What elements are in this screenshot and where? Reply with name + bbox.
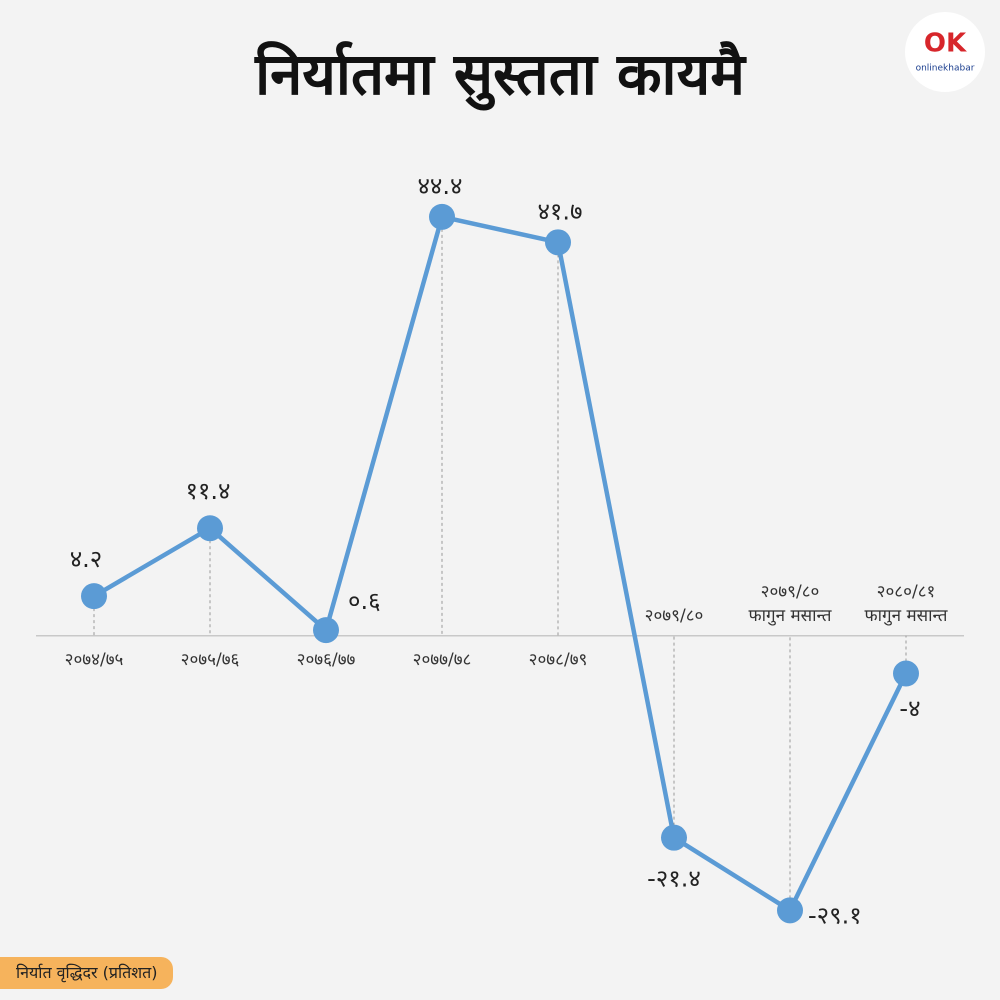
data-point: [777, 897, 803, 924]
data-point: [197, 515, 223, 542]
value-label: ४४.४: [417, 172, 462, 200]
data-point: [81, 583, 107, 610]
data-point: [313, 617, 339, 644]
x-tick-label: २०७८/७९: [528, 649, 588, 670]
x-tick-label: २०७९/८०: [644, 605, 704, 626]
value-label: -२९.१: [808, 901, 862, 929]
data-point: [545, 229, 571, 256]
data-line: [92, 214, 909, 913]
x-tick-label: २०७५/७६: [180, 649, 240, 670]
x-tick-label: २०८०/८१ फागुन मसान्त: [864, 581, 948, 626]
value-label: ४१.७: [537, 197, 582, 225]
logo-brand: onlinekhabar: [916, 64, 975, 74]
x-tick-label: २०७६/७७: [296, 649, 356, 670]
data-point: [661, 824, 687, 851]
x-tick-label: २०७४/७५: [64, 649, 124, 670]
value-label: -२१.४: [647, 865, 701, 893]
footer-badge: निर्यात वृद्धिदर (प्रतिशत): [0, 957, 174, 989]
value-label: ०.६: [348, 587, 381, 615]
x-tick-label: २०७९/८० फागुन मसान्त: [748, 581, 832, 626]
value-label: ४.२: [70, 545, 103, 573]
logo: OK onlinekhabar: [905, 12, 985, 92]
chart-title: निर्यातमा सुस्तता कायमै: [254, 40, 747, 111]
value-label: ११.४: [185, 477, 230, 505]
logo-mark: OK: [924, 29, 967, 59]
data-point: [893, 660, 919, 687]
data-point: [429, 203, 455, 230]
value-label: -४: [899, 695, 920, 723]
logo-circle: [905, 12, 985, 92]
x-tick-label: २०७७/७८: [412, 649, 472, 670]
